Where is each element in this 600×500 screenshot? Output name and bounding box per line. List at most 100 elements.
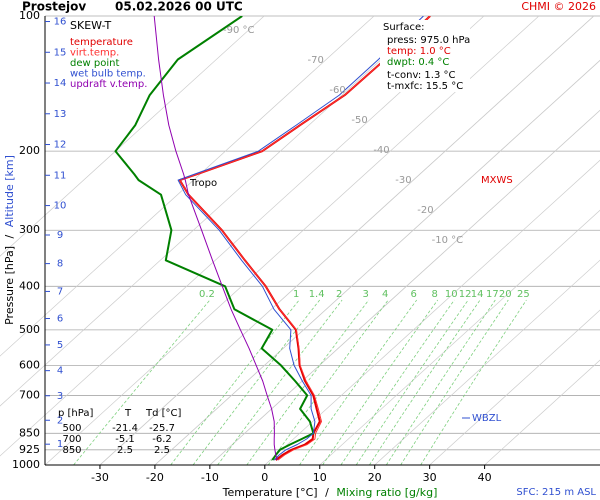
x-tick-label: 0	[261, 471, 268, 484]
altitude-tick-label: 4	[57, 366, 63, 377]
x-tick-label: -30	[91, 471, 109, 484]
isotherm	[99, 15, 595, 466]
mixing-ratio-line	[246, 299, 370, 466]
table-cell: 2.5	[154, 445, 170, 456]
altitude-tick-label: 1	[57, 439, 63, 450]
y-label-part: Pressure [hPa]	[3, 246, 16, 325]
wbzl-label: WBZL	[472, 413, 502, 424]
y-tick-label: 500	[19, 323, 40, 336]
table-header: T	[124, 408, 132, 419]
mixing-ratio-label: 2	[336, 289, 342, 300]
table-cell: -6.2	[152, 434, 172, 445]
isotherm	[154, 59, 600, 466]
y-tick-label: 1000	[12, 458, 40, 471]
isotherm-label: -10 °C	[432, 235, 464, 246]
legend-entry: virt.temp.	[70, 48, 119, 59]
mixing-ratio-line	[217, 299, 343, 466]
isotherm	[154, 59, 600, 466]
mixing-ratio-label: 1.4	[309, 289, 325, 300]
x-tick-label: 30	[423, 471, 437, 484]
mixing-ratio-label: 4	[382, 289, 388, 300]
x-label-part: Mixing ratio [g/kg]	[336, 486, 437, 499]
mixing-ratio-line	[369, 299, 481, 466]
y-axis-label: Pressure [hPa] / Altitude [km]	[3, 155, 16, 325]
isotherm	[0, 15, 375, 357]
isotherm	[484, 359, 600, 466]
profile-line	[114, 16, 315, 461]
surface-item: temp: 1.0 °C	[387, 46, 451, 57]
isotherm	[0, 15, 430, 407]
y-tick-label: 700	[19, 388, 40, 401]
table-cell: -21.4	[112, 423, 138, 434]
x-tick-label: 40	[478, 471, 492, 484]
y-label-part: /	[3, 234, 16, 238]
isotherm-label: -20	[417, 205, 433, 216]
altitude-tick-label: 12	[54, 140, 67, 151]
profile-line	[179, 16, 431, 461]
altitude-tick-label: 15	[54, 47, 67, 58]
sfc-label: SFC: 215 m ASL	[516, 487, 596, 498]
mixing-ratio-line	[420, 299, 527, 466]
mixing-ratio-label: 25	[517, 289, 530, 300]
altitude-tick-label: 14	[54, 78, 67, 89]
profiles	[114, 16, 431, 461]
x-label-part: Temperature [°C]	[222, 486, 318, 499]
mixing-ratio-label: 3	[363, 289, 369, 300]
isotherm-label: -60	[329, 85, 345, 96]
mixing-ratio-label: 14	[471, 289, 484, 300]
altitude-tick-label: 6	[57, 314, 63, 325]
mixing-ratio-line	[385, 299, 496, 466]
mixing-ratio-line	[340, 299, 455, 466]
profile-line	[177, 16, 424, 461]
surface-item: dwpt: 0.4 °C	[387, 57, 449, 68]
mixing-ratio-line	[322, 299, 439, 466]
isotherm-label: -70	[307, 55, 323, 66]
credit: CHMI © 2026	[521, 0, 596, 13]
altitude-tick-label: 5	[57, 340, 63, 351]
y-tick-label: 100	[19, 9, 40, 22]
altitude-tick-label: 8	[57, 259, 63, 270]
altitude-tick-label: 13	[54, 109, 67, 120]
x-tick-label: 20	[368, 471, 382, 484]
altitude-tick-label: 3	[57, 391, 63, 402]
table-cell: 500	[62, 423, 81, 434]
isotherm	[374, 259, 600, 466]
altitude-tick-label: 7	[57, 286, 63, 297]
mixing-ratio-label: 17	[486, 289, 499, 300]
isotherm	[429, 309, 600, 466]
mixing-ratio-label: 6	[411, 289, 417, 300]
table-cell: 850	[62, 445, 81, 456]
subtitle: SKEW-T	[70, 19, 112, 32]
mxws-label: MXWS	[481, 175, 513, 186]
mixing-ratio-label: 1	[293, 289, 299, 300]
y-tick-label: 300	[19, 223, 40, 236]
isotherm	[0, 15, 265, 257]
surface-item: t-conv: 1.3 °C	[387, 70, 455, 81]
y-tick-label: 850	[19, 426, 40, 439]
table-cell: -5.1	[115, 434, 135, 445]
mixing-ratio-label: 10	[445, 289, 458, 300]
isotherm	[319, 209, 600, 466]
legend-entry: temperature	[70, 37, 133, 48]
profile-line	[153, 16, 278, 461]
mixing-ratio-label: 8	[431, 289, 437, 300]
x-tick-label: -20	[146, 471, 164, 484]
mixing-ratio-line	[299, 299, 418, 466]
tropo-label: Tropo	[189, 178, 217, 189]
legend-entry: updraft v.temp.	[70, 79, 147, 90]
surface-box	[380, 20, 470, 92]
isotherm	[264, 159, 600, 466]
isotherm-label: -90 °C	[223, 25, 255, 36]
y-tick-label: 200	[19, 144, 40, 157]
x-tick-label: 10	[313, 471, 327, 484]
isotherm-label: -40	[373, 145, 389, 156]
isotherm-label: -30	[395, 175, 411, 186]
mixing-ratio-line	[170, 299, 300, 466]
data-table: p [hPa] T Td [°C] 500 -21.4 -25.7 700 -5…	[58, 408, 182, 456]
table-cell: 700	[62, 434, 81, 445]
altitude-tick-label: 9	[57, 230, 63, 241]
title: Prostejov	[22, 0, 86, 14]
y-tick-label: 600	[19, 358, 40, 371]
